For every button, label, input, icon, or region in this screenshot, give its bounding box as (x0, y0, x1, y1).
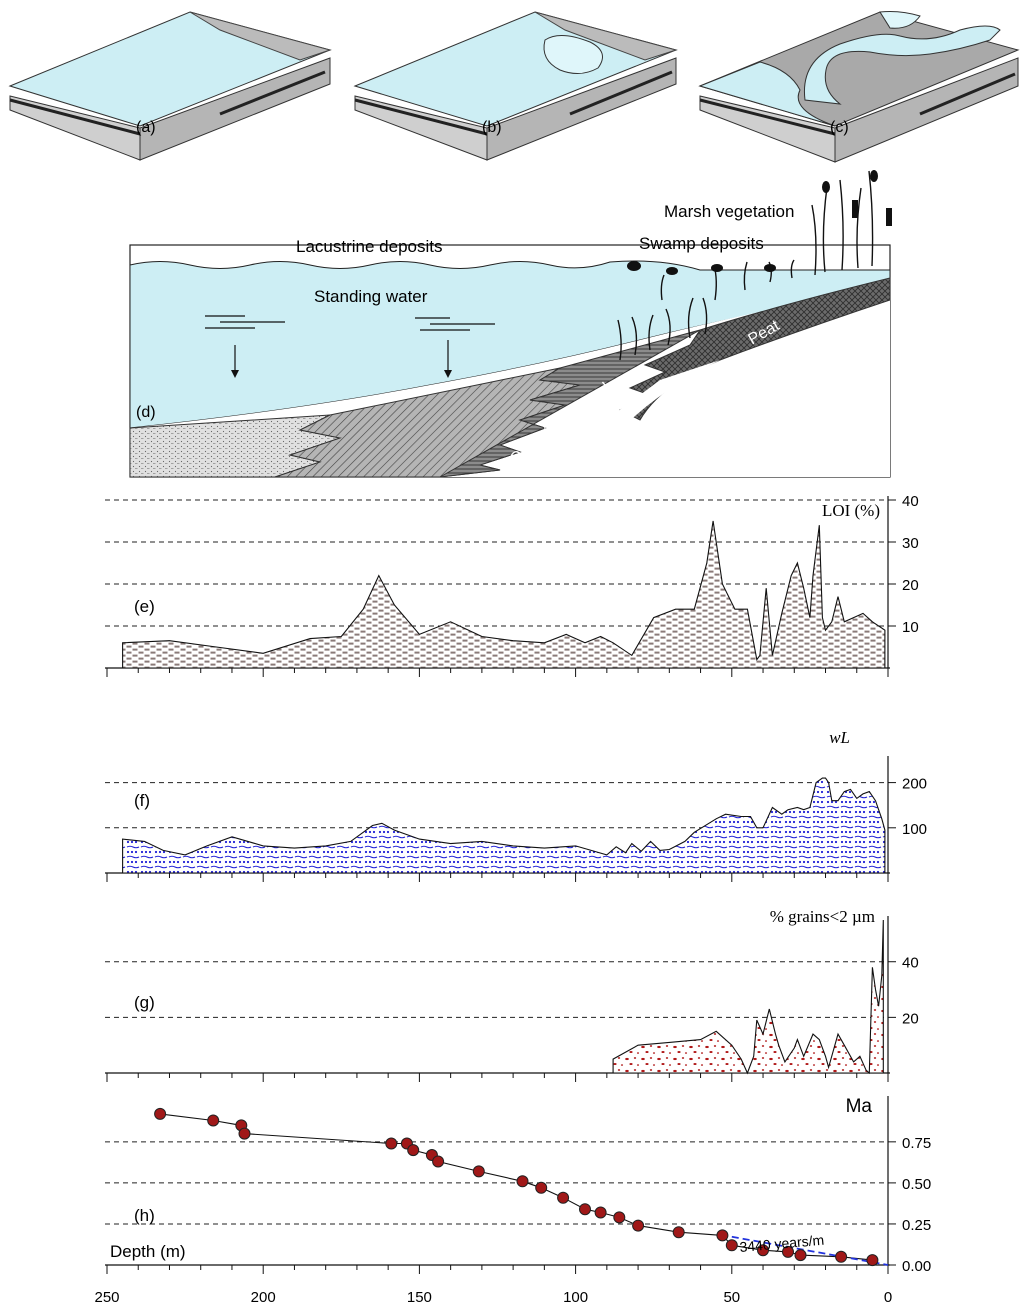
block-diagram-c: (c) (698, 11, 1020, 163)
x-tick-label: 200 (251, 1289, 276, 1306)
data-point (154, 1107, 167, 1120)
series-area (122, 777, 886, 874)
y-tick-label: 0.00 (902, 1258, 931, 1275)
series-area (612, 919, 884, 1075)
data-point (385, 1137, 398, 1150)
panel-label-b: (b) (482, 119, 502, 136)
data-point (557, 1191, 570, 1204)
chart-title: % grains<2 µm (770, 907, 875, 926)
x-tick-label: 50 (723, 1289, 740, 1306)
chart-panel-g: 20 40 (g) % grains<2 µm (105, 907, 919, 1082)
y-tick-label: 0.75 (902, 1135, 931, 1152)
data-point (516, 1175, 529, 1188)
x-tick-label: 150 (407, 1289, 432, 1306)
data-point (432, 1155, 445, 1168)
y-tick-label: 10 (902, 619, 919, 636)
x-tick-label: 250 (94, 1289, 119, 1306)
x-axis-label: Depth (m) (110, 1242, 186, 1261)
data-point (757, 1244, 769, 1257)
chart-panel-h: 0.00 0.25 0.50 0.75 250 200 150 100 50 0 Depth (m)… (94, 1096, 931, 1306)
chart-panel-e: 10 20 30 40 (e) LOI (%) (105, 493, 919, 677)
data-point (632, 1219, 645, 1232)
label-lacustrine-deposits: Lacustrine deposits (296, 237, 442, 256)
y-tick-label: 0.50 (902, 1176, 931, 1193)
cross-section-d: Lacustrine deposits Standing water Marsh… (129, 170, 892, 478)
label-standing-water: Standing water (314, 287, 428, 306)
data-point (866, 1254, 879, 1267)
panel-label: (f) (134, 791, 150, 810)
series-area (122, 520, 886, 669)
panel-label: (h) (134, 1206, 155, 1225)
y-tick-label: 20 (902, 1010, 919, 1027)
data-point (472, 1165, 485, 1178)
panel-label: (g) (134, 993, 155, 1012)
data-point (207, 1114, 220, 1127)
panel-label-a: (a) (136, 119, 156, 136)
y-tick-label: 20 (902, 577, 919, 594)
data-point (672, 1226, 685, 1239)
panel-label: (e) (134, 597, 155, 616)
panel-label-d: (d) (136, 404, 156, 421)
block-diagram-b: (b) (353, 11, 678, 161)
y-tick-label: 0.25 (902, 1217, 931, 1234)
y-tick-label: 100 (902, 821, 927, 838)
data-point (579, 1203, 591, 1216)
trend-annotation: 3440 years/m (739, 1232, 825, 1255)
y-tick-label: 40 (902, 955, 919, 972)
data-point (594, 1206, 607, 1219)
data-point (782, 1245, 794, 1258)
y-tick-label: 40 (902, 493, 919, 510)
block-diagram-a: (a) (8, 11, 332, 161)
chart-title: LOI (%) (822, 501, 880, 520)
chart-title: wL (829, 728, 850, 747)
trend-line (731, 1235, 889, 1266)
data-point (835, 1250, 848, 1263)
y-tick-label: 30 (902, 535, 919, 552)
data-point (613, 1211, 626, 1224)
x-tick-label: 0 (884, 1289, 892, 1306)
data-point (725, 1239, 738, 1252)
label-swamp-deposits: Swamp deposits (639, 234, 764, 253)
panel-label-c: (c) (830, 119, 849, 136)
label-marsh-vegetation: Marsh vegetation (664, 202, 794, 221)
x-tick-label: 100 (563, 1289, 588, 1306)
data-point (407, 1144, 420, 1157)
chart-title: Ma (846, 1096, 873, 1117)
data-point (238, 1127, 251, 1140)
y-tick-label: 200 (902, 776, 927, 793)
chart-panel-f: 100 200 (f) wL (105, 728, 927, 882)
data-point (794, 1249, 807, 1262)
data-point (535, 1181, 548, 1194)
data-point (716, 1229, 729, 1242)
